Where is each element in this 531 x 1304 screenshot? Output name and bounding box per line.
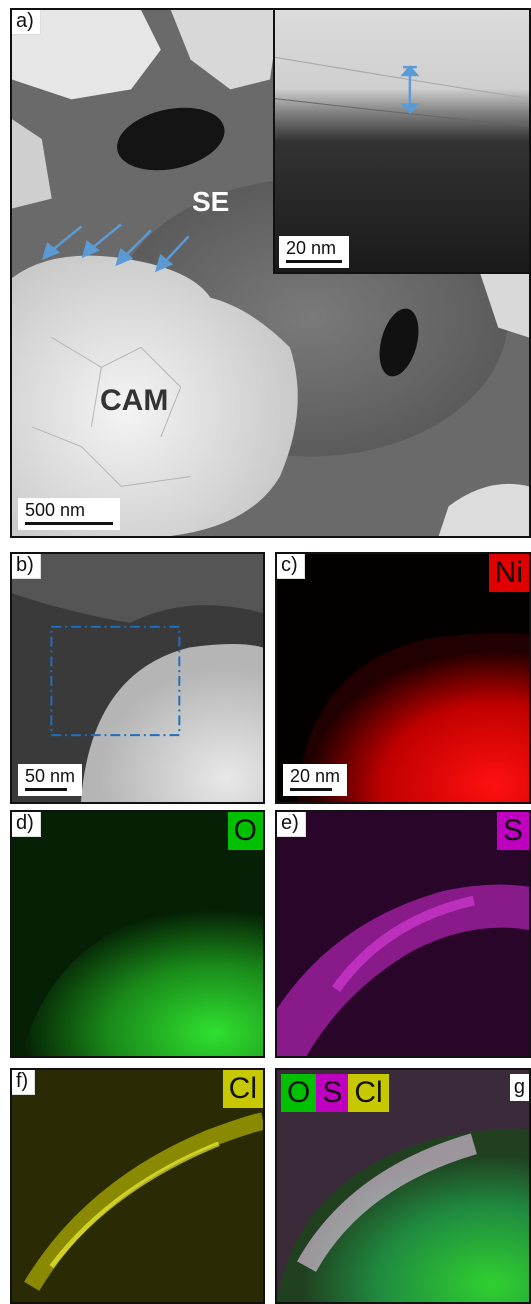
panel-a-micrograph bbox=[12, 10, 529, 536]
panel-b-scale-text: 50 nm bbox=[25, 766, 76, 786]
panel-c-scale-bar bbox=[290, 788, 332, 791]
panel-c-scale-text: 20 nm bbox=[290, 766, 341, 786]
panel-c-scalebar: 20 nm bbox=[283, 764, 348, 796]
panel-a-scalebar: 500 nm bbox=[18, 498, 120, 530]
panel-b-image: b) 50 nm bbox=[10, 552, 265, 804]
cam-label: CAM bbox=[100, 384, 169, 417]
panel-g-label: g bbox=[509, 1074, 529, 1101]
panel-e-image: e) S bbox=[275, 810, 531, 1058]
panel-c-image: c) Ni 20 nm bbox=[275, 552, 531, 804]
panel-b-micrograph bbox=[12, 554, 263, 802]
panel-b-scale-bar bbox=[25, 788, 67, 791]
panel-a-label: a) bbox=[12, 10, 41, 35]
panel-e-s-map bbox=[277, 812, 529, 1056]
se-label: SE bbox=[192, 186, 230, 217]
inset-scalebar: 20 nm bbox=[279, 236, 349, 268]
panel-d-label: d) bbox=[12, 812, 41, 837]
panel-a-scale-bar bbox=[25, 522, 113, 525]
s-element-tag: S bbox=[496, 812, 529, 850]
panel-d-image: d) O bbox=[10, 810, 265, 1058]
panel-f-image: f) Cl bbox=[10, 1068, 265, 1304]
panel-d-o-map bbox=[12, 812, 263, 1056]
inset-scale-bar bbox=[286, 260, 342, 263]
panel-f-cl-map bbox=[12, 1070, 263, 1302]
panel-c-ni-map bbox=[277, 554, 529, 802]
panel-g-image: O S Cl g bbox=[275, 1068, 531, 1304]
panel-c-label: c) bbox=[277, 554, 305, 579]
panel-b-label: b) bbox=[12, 554, 41, 579]
cl-element-tag: Cl bbox=[222, 1070, 263, 1108]
inset-scale-text: 20 nm bbox=[286, 238, 337, 258]
panel-a-scale-text: 500 nm bbox=[25, 500, 86, 520]
overlay-o-tag: O bbox=[281, 1074, 317, 1112]
panel-f-label: f) bbox=[12, 1070, 36, 1095]
inset-micrograph bbox=[275, 10, 529, 272]
panel-b-scalebar: 50 nm bbox=[18, 764, 83, 796]
overlay-cl-tag: Cl bbox=[348, 1074, 389, 1112]
overlay-s-tag: S bbox=[316, 1074, 349, 1112]
panel-a-inset: 20 nm bbox=[273, 8, 531, 274]
o-element-tag: O bbox=[227, 812, 263, 850]
overlay-legend: O S Cl bbox=[281, 1074, 389, 1112]
ni-element-tag: Ni bbox=[488, 554, 529, 592]
panel-e-label: e) bbox=[277, 812, 306, 837]
